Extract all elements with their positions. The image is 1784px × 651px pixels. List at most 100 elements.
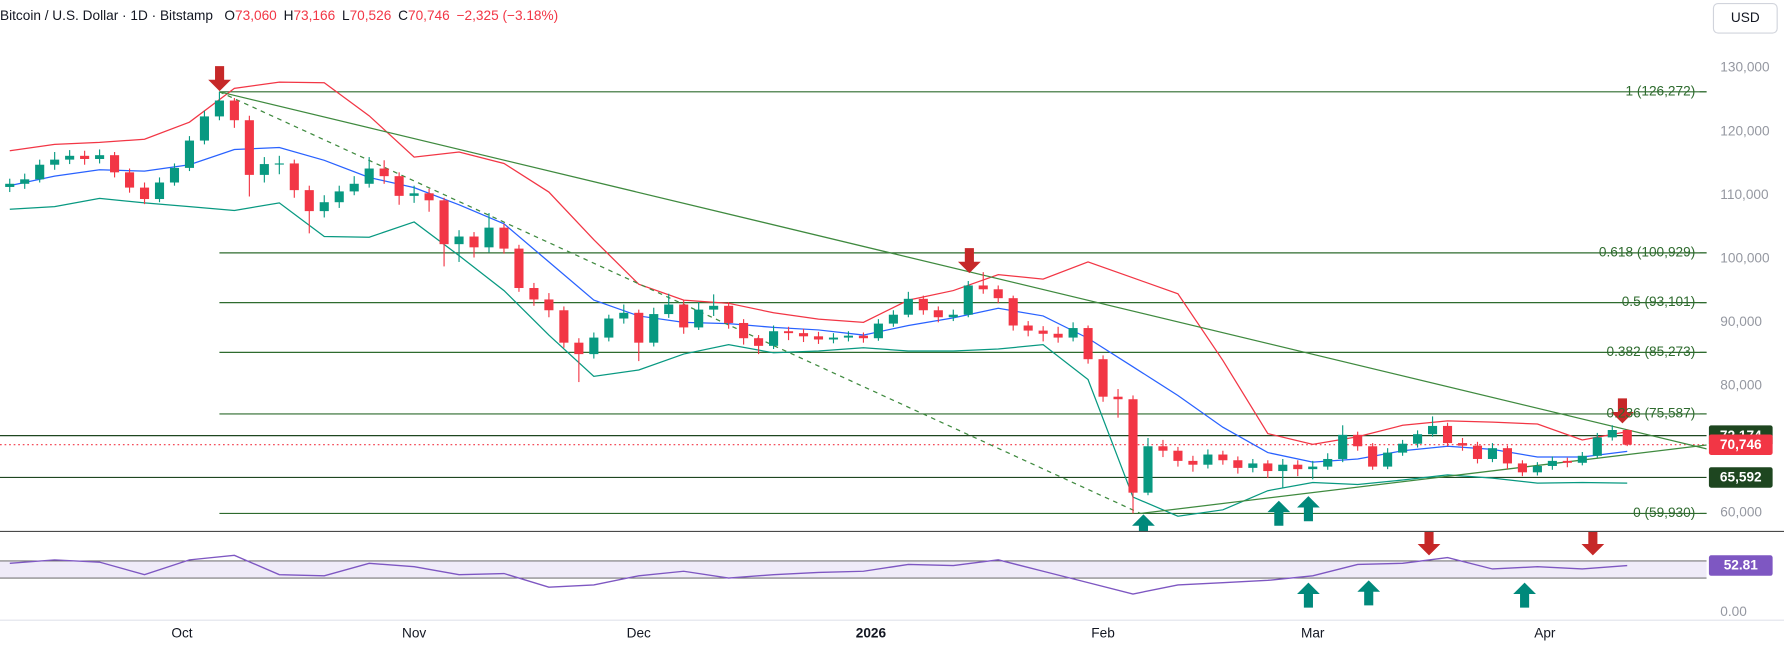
trend-line xyxy=(219,91,1707,450)
y-tick-label: 80,000 xyxy=(1720,377,1762,392)
candle-body xyxy=(694,309,704,328)
candle-body xyxy=(1008,298,1018,326)
ohlc-value: 73,166 xyxy=(293,8,335,23)
candle-body xyxy=(858,335,868,339)
candle-body xyxy=(664,304,674,315)
candle-body xyxy=(783,331,794,334)
sell-signal-arrow xyxy=(957,248,981,274)
candle-body xyxy=(1592,437,1602,456)
candle-body xyxy=(95,155,105,159)
candle-body xyxy=(948,314,958,318)
candle-body xyxy=(843,335,853,338)
ohlc-key: L xyxy=(342,8,350,23)
candle-body xyxy=(1143,446,1153,493)
buy-signal-arrow xyxy=(1513,582,1536,608)
candle-body xyxy=(1368,446,1378,467)
buy-signal-arrow xyxy=(1297,582,1320,608)
candle-body xyxy=(484,227,494,248)
sell-signal-arrow xyxy=(1417,531,1441,556)
ohlc-value: 73,060 xyxy=(235,8,277,23)
candle-body xyxy=(769,331,779,346)
candle-body xyxy=(798,333,809,337)
candle-body xyxy=(1188,460,1198,465)
buy-signal-arrow xyxy=(1297,496,1320,522)
candle-body xyxy=(1323,458,1333,467)
candle-body xyxy=(604,318,614,338)
candle-body xyxy=(409,193,419,196)
candle-body xyxy=(529,288,539,300)
candle-body xyxy=(1218,454,1228,461)
buy-signal-arrow xyxy=(1132,514,1155,532)
candle-body xyxy=(1338,434,1348,459)
candle-body xyxy=(199,116,209,141)
oscillator-tag xyxy=(1708,555,1773,576)
candle-body xyxy=(873,323,883,339)
candle-body xyxy=(679,304,689,328)
candle-body xyxy=(1428,425,1438,435)
band-lower xyxy=(9,197,1628,517)
price-tag-label: 70,746 xyxy=(1720,437,1762,452)
y-tick-label: 100,000 xyxy=(1720,250,1770,265)
candle-body xyxy=(1308,466,1318,470)
y-tick-label: 120,000 xyxy=(1720,123,1770,138)
candle-body xyxy=(1442,425,1453,444)
candle-body xyxy=(5,183,15,187)
candle-body xyxy=(963,285,973,315)
candle-body xyxy=(169,167,180,183)
candle-body xyxy=(933,310,943,318)
candle-body xyxy=(379,168,389,177)
candle-body xyxy=(1203,454,1213,465)
y-tick-label: 60,000 xyxy=(1720,505,1762,520)
candle-body xyxy=(244,120,254,175)
y-tick-label: 90,000 xyxy=(1720,314,1762,329)
candle-body xyxy=(918,298,928,311)
candle-body xyxy=(1413,434,1423,444)
candle-body xyxy=(1113,396,1123,400)
fib-label: 0.236 (75,587) xyxy=(1607,406,1696,421)
candle-body xyxy=(50,159,60,165)
sell-signal-arrow xyxy=(208,66,231,92)
candle-body xyxy=(589,337,599,355)
currency-button[interactable] xyxy=(1712,2,1778,34)
candle-body xyxy=(454,236,464,245)
candle-body xyxy=(1607,429,1617,438)
x-tick-label: Mar xyxy=(1301,625,1325,640)
candle-body xyxy=(1353,434,1363,447)
candle-body xyxy=(184,140,195,168)
x-tick-label: Oct xyxy=(171,625,192,640)
candle-body xyxy=(574,342,584,355)
candle-body xyxy=(1158,446,1168,451)
candle-body xyxy=(334,191,344,203)
oscillator-band xyxy=(0,560,1707,579)
candle-body xyxy=(1098,359,1108,397)
candle-body xyxy=(828,337,839,340)
candle-body xyxy=(1233,460,1243,468)
candle-body xyxy=(80,155,90,159)
candle-body xyxy=(1278,464,1288,472)
candle-body xyxy=(1562,460,1572,463)
candle-body xyxy=(289,163,299,191)
candle-body xyxy=(125,172,135,188)
oscillator-line xyxy=(9,554,1628,595)
candle-body xyxy=(1532,465,1542,473)
candle-body xyxy=(274,163,284,165)
ohlc-key: H xyxy=(284,8,294,23)
candle-body xyxy=(1023,325,1033,331)
candle-body xyxy=(229,100,239,121)
sell-signal-arrow xyxy=(1581,531,1605,556)
price-pane xyxy=(0,66,1707,532)
buy-signal-arrow xyxy=(1267,500,1291,526)
candle-body xyxy=(154,182,165,200)
price-tag-label: 65,592 xyxy=(1720,470,1762,485)
candle-body xyxy=(1517,463,1527,473)
symbol-title: Bitcoin / U.S. Dollar · 1D · Bitstamp xyxy=(0,8,213,23)
candle-body xyxy=(1487,448,1498,459)
x-tick-label: Feb xyxy=(1091,625,1115,640)
candle-body xyxy=(439,200,449,245)
candle-body xyxy=(110,155,120,173)
candle-body xyxy=(424,193,434,201)
candle-body xyxy=(1383,452,1393,467)
candle-body xyxy=(619,312,629,319)
trend-line xyxy=(1140,444,1707,515)
candle-body xyxy=(1068,328,1078,338)
